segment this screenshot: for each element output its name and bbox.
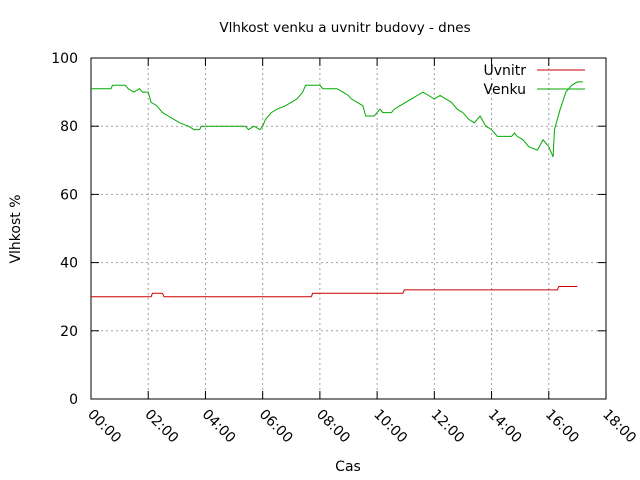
- x-axis-label: Cas: [335, 459, 361, 475]
- plot-frame: [90, 57, 607, 400]
- x-tick-label: 04:00: [199, 407, 239, 447]
- series-line-uvnitr: [91, 286, 578, 298]
- y-tick-labels: 0 20 40 60 80 100: [51, 51, 78, 408]
- y-tick-label: 100: [51, 51, 78, 67]
- x-tick-label: 14:00: [485, 407, 525, 447]
- grid: [91, 58, 606, 399]
- ticks: [90, 57, 607, 400]
- y-tick-label: 0: [69, 392, 78, 408]
- legend-label-venku: Venku: [483, 82, 526, 98]
- x-tick-label: 06:00: [256, 407, 296, 447]
- x-tick-label: 10:00: [370, 407, 410, 447]
- x-tick-label: 02:00: [141, 407, 181, 447]
- y-tick-label: 40: [60, 256, 78, 272]
- x-tick-labels: 00:00 02:00 04:00 06:00 08:00 10:00 12:00 14:00…: [84, 407, 639, 447]
- x-tick-label: 08:00: [313, 407, 353, 447]
- series-lines: [91, 81, 584, 298]
- legend-label-uvnitr: Uvnitr: [483, 63, 526, 79]
- x-tick-label: 00:00: [84, 407, 124, 447]
- y-tick-label: 20: [60, 324, 78, 340]
- y-tick-label: 80: [60, 119, 78, 135]
- legend: Uvnitr Venku: [483, 63, 585, 98]
- y-tick-label: 60: [60, 187, 78, 203]
- series-line-venku: [91, 81, 584, 158]
- x-tick-label: 16:00: [542, 407, 582, 447]
- chart-title: Vlhkost venku a uvnitr budovy - dnes: [219, 20, 470, 36]
- x-tick-label: 18:00: [599, 407, 639, 447]
- y-axis-label: Vlhkost %: [8, 194, 24, 263]
- x-tick-label: 12:00: [428, 407, 468, 447]
